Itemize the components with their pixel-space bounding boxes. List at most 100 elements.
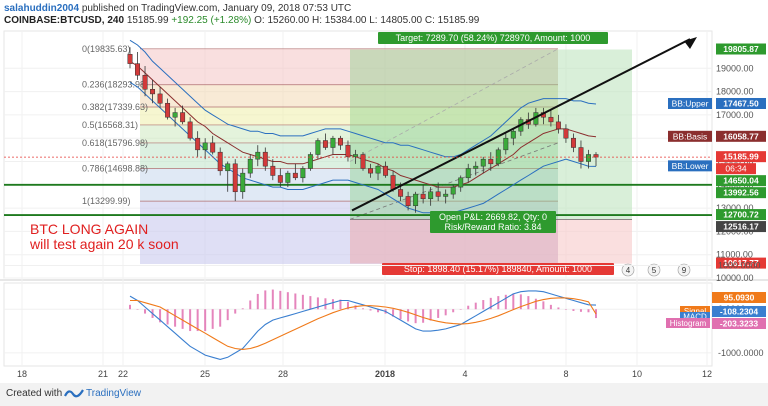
signal-value-label: -108.2304 (720, 307, 759, 317)
price-axis-tick: 13000.00 (716, 203, 754, 213)
macd-histogram-bar (467, 305, 470, 310)
candle-body (353, 154, 358, 158)
macd-histogram-bar (174, 309, 177, 327)
footer-bar: Created with TradingView (0, 383, 768, 406)
candle-body (300, 168, 306, 179)
time-axis-tick: 22 (118, 369, 128, 379)
tradingview-brand[interactable]: TradingView (86, 388, 142, 399)
macd-histogram-bar (512, 293, 515, 310)
signal-tag-label: Signal (684, 307, 706, 316)
time-axis-tick: 4 (462, 369, 467, 379)
macd-histogram-bar (204, 309, 207, 332)
candle-body (510, 130, 516, 139)
macd-histogram-bar (226, 309, 229, 321)
symbol-label[interactable]: COINBASE:BTCUSD, 240 (4, 15, 125, 26)
macd-histogram-bar (271, 289, 274, 310)
candle-body (383, 165, 389, 176)
candle-body (570, 137, 576, 148)
macd-histogram-bar (414, 309, 417, 324)
candle-body (345, 144, 351, 158)
macd-histogram-bar (196, 309, 199, 332)
annotation-line-2[interactable]: will test again 20 k soon (30, 236, 179, 252)
tradingview-logo-icon (64, 389, 84, 398)
position-dashed-line (349, 142, 559, 220)
time-axis-tick: 10 (632, 369, 642, 379)
candle-body (450, 186, 456, 195)
candle-body (480, 158, 486, 167)
candle-body (285, 172, 291, 183)
macd-histogram-bar (316, 297, 319, 310)
macd-histogram-bar (294, 293, 297, 310)
macd-histogram-bar (407, 309, 410, 322)
histogram-tag-box (666, 318, 710, 328)
macd-histogram-bar (369, 309, 372, 311)
macd-histogram-bar (241, 308, 244, 310)
candle-body (578, 147, 584, 162)
macd-histogram-bar (534, 298, 537, 310)
macd-histogram-bar (249, 300, 252, 310)
candle-body (337, 137, 343, 146)
candle-body (262, 151, 268, 167)
candle-body (315, 140, 321, 155)
candle-body (405, 196, 411, 207)
macd-histogram-bar (564, 309, 567, 310)
time-axis-tick: 28 (278, 369, 288, 379)
candle-body (428, 191, 434, 200)
axis-price-box (716, 187, 766, 199)
author-name[interactable]: salahuddin2004 (4, 3, 80, 14)
event-marker-icon (677, 263, 691, 277)
axis-price-label: 16058.77 (723, 131, 759, 141)
axis-tag-box (668, 160, 712, 172)
macd-histogram-bar (489, 297, 492, 310)
macd-value-label: 95.0930 (724, 293, 755, 303)
event-marker-label: 9 (682, 266, 687, 275)
candle-body (292, 172, 298, 179)
fib-level-label: 0(19835.63) (82, 44, 131, 54)
fib-level-label: 0.618(15796.98) (82, 138, 148, 148)
candle-body (593, 154, 599, 158)
signal-line (130, 297, 597, 350)
fib-zone (140, 84, 558, 107)
header-line-2: COINBASE:BTCUSD, 240 15185.99 +192.25 (+… (4, 15, 479, 26)
axis-price-box (716, 43, 766, 55)
macd-histogram-bar (301, 294, 304, 310)
macd-histogram-bar (256, 293, 259, 310)
candle-body (187, 121, 193, 139)
candle-body (225, 163, 231, 172)
candle-body (240, 172, 246, 193)
axis-tag-label: 06:34 (725, 164, 747, 174)
price-axis-tick: 19000.00 (716, 63, 754, 73)
bb-upper-line (129, 39, 597, 158)
candle-body (360, 154, 366, 169)
candle-body (586, 154, 591, 162)
trend-arrow-head (684, 37, 697, 49)
candle-body (307, 154, 313, 169)
axis-price-label: 19805.87 (723, 44, 759, 54)
macd-histogram-bar (362, 308, 364, 310)
macd-axis-tick: 1000.0000 (718, 261, 761, 271)
macd-value-box (712, 292, 766, 303)
candle-body (488, 158, 494, 165)
axis-tag-box (668, 97, 712, 109)
macd-histogram-bar (429, 309, 432, 321)
time-axis-tick: 8 (563, 369, 568, 379)
candle-body (232, 163, 238, 193)
axis-price-label: 12516.17 (723, 222, 759, 232)
time-axis-tick: 25 (200, 369, 210, 379)
target-label-box (378, 32, 608, 44)
candle-body (247, 158, 253, 174)
axis-price-label: 12700.72 (723, 210, 759, 220)
macd-histogram-bar (286, 292, 289, 310)
candle-body (195, 137, 201, 151)
price-axis-tick: 18000.00 (716, 87, 754, 97)
macd-axis-tick: -1000.0000 (718, 348, 764, 358)
candle-body (150, 89, 156, 95)
macd-histogram-bar (279, 290, 282, 310)
annotation-line-1[interactable]: BTC LONG AGAIN (30, 221, 149, 237)
macd-histogram-bar (587, 309, 590, 313)
chart-canvas: 19000.0018000.0017000.0016000.0015000.00… (0, 30, 768, 379)
candle-body (420, 193, 426, 200)
axis-tag-box (668, 130, 712, 142)
axis-price-box (716, 130, 766, 142)
price-change: +192.25 (+1.28%) (171, 15, 252, 26)
